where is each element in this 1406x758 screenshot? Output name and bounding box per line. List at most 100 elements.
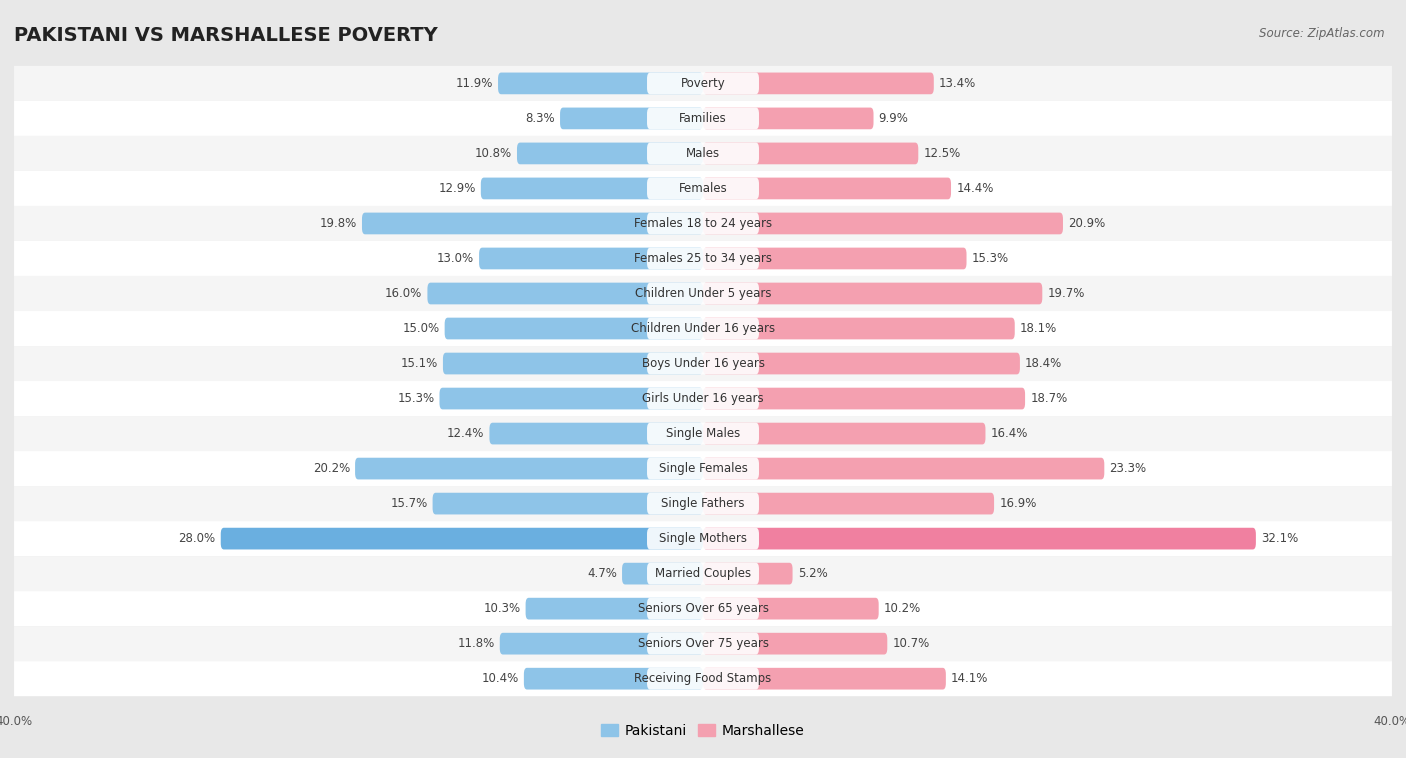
FancyBboxPatch shape — [647, 562, 759, 584]
Text: Females 18 to 24 years: Females 18 to 24 years — [634, 217, 772, 230]
FancyBboxPatch shape — [703, 562, 793, 584]
Text: Receiving Food Stamps: Receiving Food Stamps — [634, 672, 772, 685]
FancyBboxPatch shape — [14, 206, 1392, 241]
FancyBboxPatch shape — [703, 387, 1025, 409]
Legend: Pakistani, Marshallese: Pakistani, Marshallese — [596, 718, 810, 743]
Text: Poverty: Poverty — [681, 77, 725, 90]
FancyBboxPatch shape — [703, 633, 887, 654]
FancyBboxPatch shape — [14, 381, 1392, 416]
FancyBboxPatch shape — [703, 493, 994, 515]
FancyBboxPatch shape — [526, 598, 703, 619]
Text: 9.9%: 9.9% — [879, 112, 908, 125]
FancyBboxPatch shape — [499, 633, 703, 654]
FancyBboxPatch shape — [703, 248, 966, 269]
FancyBboxPatch shape — [647, 283, 759, 305]
FancyBboxPatch shape — [647, 598, 759, 619]
FancyBboxPatch shape — [14, 591, 1392, 626]
FancyBboxPatch shape — [444, 318, 703, 340]
Text: Families: Families — [679, 112, 727, 125]
FancyBboxPatch shape — [517, 143, 703, 164]
Text: 28.0%: 28.0% — [179, 532, 215, 545]
FancyBboxPatch shape — [14, 521, 1392, 556]
Text: 23.3%: 23.3% — [1109, 462, 1147, 475]
FancyBboxPatch shape — [647, 668, 759, 690]
Text: Seniors Over 65 years: Seniors Over 65 years — [637, 602, 769, 615]
Text: 10.3%: 10.3% — [484, 602, 520, 615]
FancyBboxPatch shape — [560, 108, 703, 130]
Text: 18.1%: 18.1% — [1019, 322, 1057, 335]
Text: 14.4%: 14.4% — [956, 182, 994, 195]
FancyBboxPatch shape — [647, 387, 759, 409]
FancyBboxPatch shape — [703, 668, 946, 690]
FancyBboxPatch shape — [703, 283, 1042, 305]
Text: Females 25 to 34 years: Females 25 to 34 years — [634, 252, 772, 265]
Text: 12.9%: 12.9% — [439, 182, 475, 195]
FancyBboxPatch shape — [498, 73, 703, 94]
FancyBboxPatch shape — [703, 598, 879, 619]
FancyBboxPatch shape — [703, 352, 1019, 374]
Text: 15.7%: 15.7% — [391, 497, 427, 510]
Text: 11.8%: 11.8% — [457, 637, 495, 650]
FancyBboxPatch shape — [14, 276, 1392, 311]
FancyBboxPatch shape — [647, 212, 759, 234]
Text: 19.7%: 19.7% — [1047, 287, 1085, 300]
FancyBboxPatch shape — [14, 66, 1392, 101]
Text: Females: Females — [679, 182, 727, 195]
Text: 4.7%: 4.7% — [588, 567, 617, 580]
Text: 16.0%: 16.0% — [385, 287, 422, 300]
Text: 20.2%: 20.2% — [312, 462, 350, 475]
Text: Males: Males — [686, 147, 720, 160]
Text: 15.1%: 15.1% — [401, 357, 437, 370]
FancyBboxPatch shape — [14, 101, 1392, 136]
FancyBboxPatch shape — [443, 352, 703, 374]
FancyBboxPatch shape — [14, 416, 1392, 451]
Text: 16.9%: 16.9% — [1000, 497, 1036, 510]
FancyBboxPatch shape — [647, 143, 759, 164]
FancyBboxPatch shape — [647, 458, 759, 479]
Text: Single Fathers: Single Fathers — [661, 497, 745, 510]
FancyBboxPatch shape — [647, 633, 759, 654]
FancyBboxPatch shape — [479, 248, 703, 269]
FancyBboxPatch shape — [14, 241, 1392, 276]
FancyBboxPatch shape — [647, 108, 759, 130]
FancyBboxPatch shape — [14, 451, 1392, 486]
Text: 10.2%: 10.2% — [884, 602, 921, 615]
Text: Children Under 5 years: Children Under 5 years — [634, 287, 772, 300]
FancyBboxPatch shape — [14, 626, 1392, 661]
Text: 15.3%: 15.3% — [972, 252, 1010, 265]
FancyBboxPatch shape — [703, 73, 934, 94]
FancyBboxPatch shape — [703, 318, 1015, 340]
FancyBboxPatch shape — [703, 177, 950, 199]
Text: Married Couples: Married Couples — [655, 567, 751, 580]
FancyBboxPatch shape — [647, 423, 759, 444]
Text: 14.1%: 14.1% — [950, 672, 988, 685]
FancyBboxPatch shape — [433, 493, 703, 515]
FancyBboxPatch shape — [361, 212, 703, 234]
FancyBboxPatch shape — [14, 661, 1392, 696]
FancyBboxPatch shape — [703, 108, 873, 130]
Text: 19.8%: 19.8% — [319, 217, 357, 230]
FancyBboxPatch shape — [14, 136, 1392, 171]
Text: 10.8%: 10.8% — [475, 147, 512, 160]
FancyBboxPatch shape — [647, 528, 759, 550]
FancyBboxPatch shape — [14, 486, 1392, 521]
Text: 11.9%: 11.9% — [456, 77, 494, 90]
Text: 12.4%: 12.4% — [447, 427, 484, 440]
Text: Source: ZipAtlas.com: Source: ZipAtlas.com — [1260, 27, 1385, 39]
FancyBboxPatch shape — [647, 248, 759, 269]
FancyBboxPatch shape — [621, 562, 703, 584]
Text: Boys Under 16 years: Boys Under 16 years — [641, 357, 765, 370]
FancyBboxPatch shape — [703, 143, 918, 164]
Text: 10.7%: 10.7% — [893, 637, 929, 650]
FancyBboxPatch shape — [489, 423, 703, 444]
Text: PAKISTANI VS MARSHALLESE POVERTY: PAKISTANI VS MARSHALLESE POVERTY — [14, 27, 437, 45]
FancyBboxPatch shape — [524, 668, 703, 690]
FancyBboxPatch shape — [647, 177, 759, 199]
Text: 15.3%: 15.3% — [396, 392, 434, 405]
Text: Single Mothers: Single Mothers — [659, 532, 747, 545]
Text: Seniors Over 75 years: Seniors Over 75 years — [637, 637, 769, 650]
Text: 13.4%: 13.4% — [939, 77, 976, 90]
FancyBboxPatch shape — [703, 212, 1063, 234]
Text: 5.2%: 5.2% — [797, 567, 828, 580]
Text: 12.5%: 12.5% — [924, 147, 960, 160]
